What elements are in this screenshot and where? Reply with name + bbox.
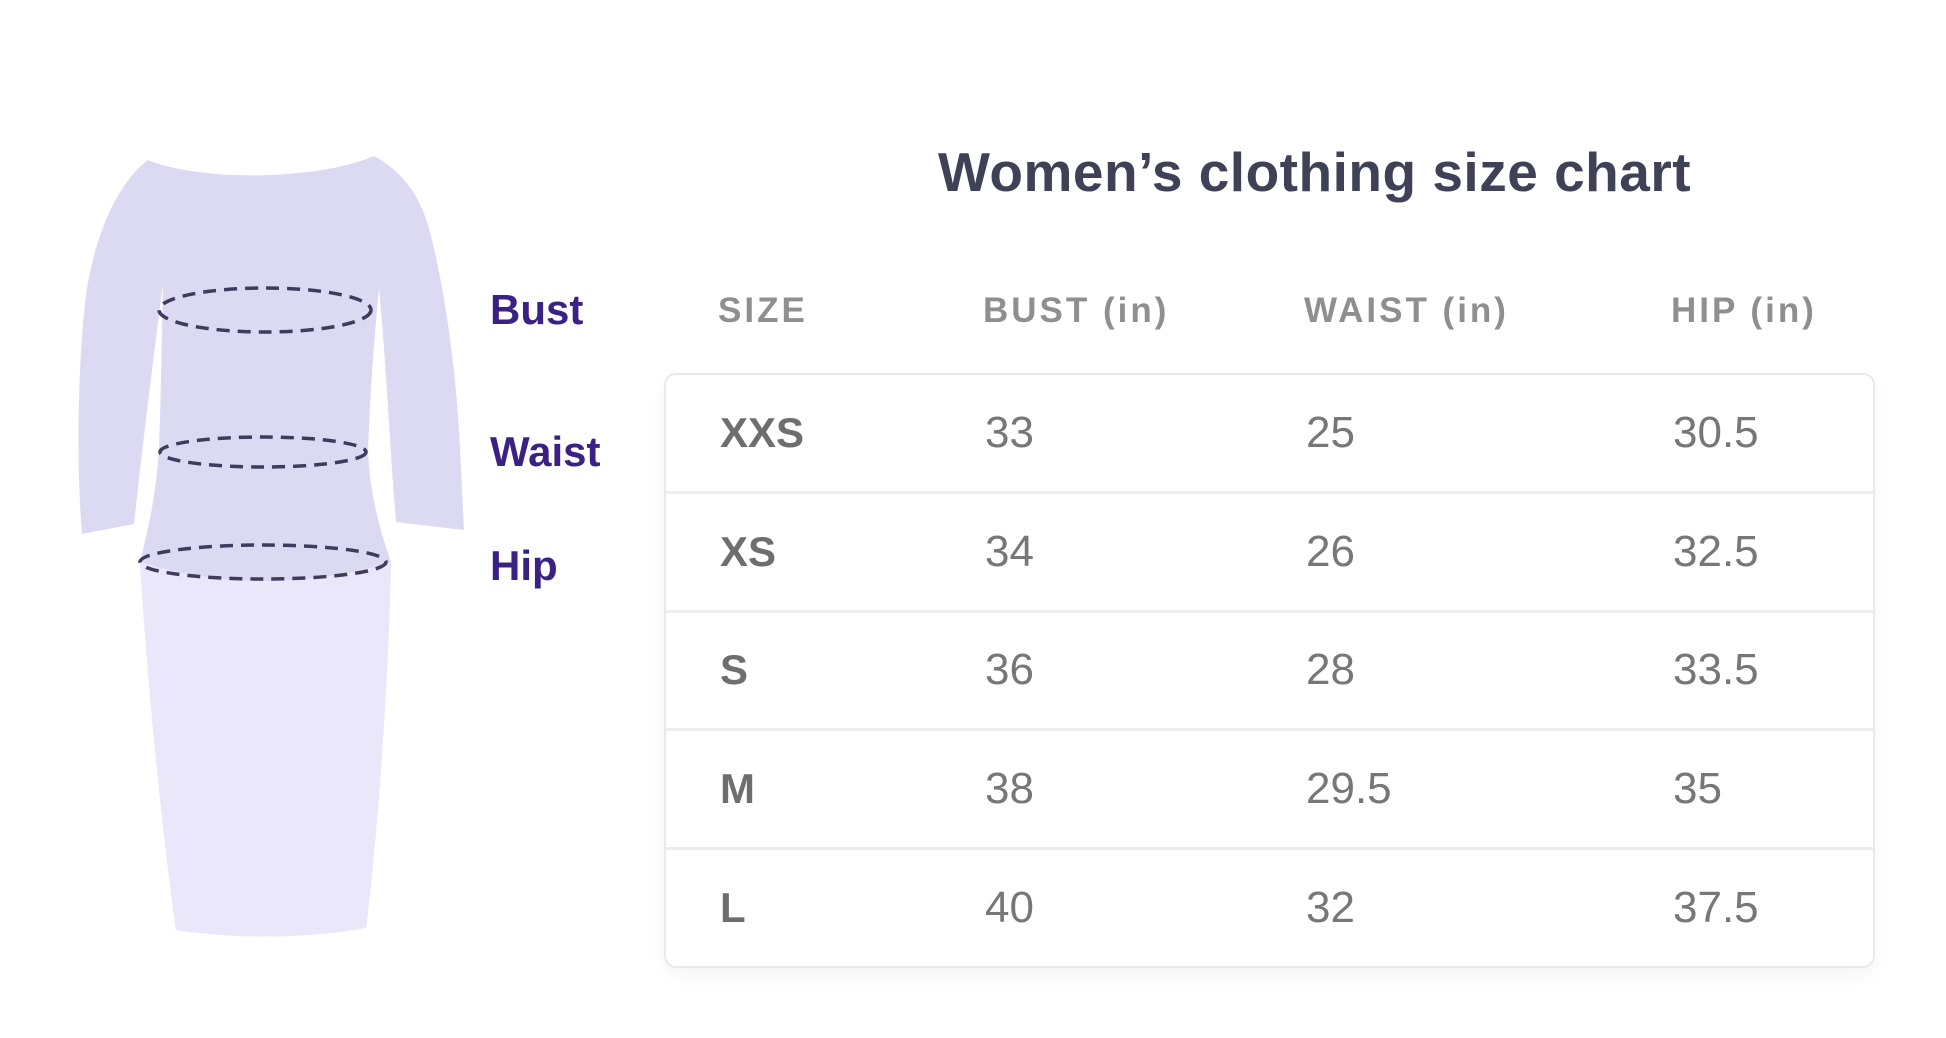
table-row: XS 34 26 32.5 <box>666 490 1873 610</box>
bust-value: 33 <box>985 407 1034 457</box>
size-value: L <box>720 884 746 932</box>
waist-value: 25 <box>1306 407 1355 457</box>
waist-value: 26 <box>1306 526 1355 576</box>
bust-measure-line <box>157 286 373 334</box>
bust-value: 38 <box>985 764 1034 814</box>
hip-value: 30.5 <box>1673 407 1759 457</box>
hip-value: 37.5 <box>1673 883 1759 933</box>
column-header-size: SIZE <box>718 291 808 330</box>
table-row: XXS 33 25 30.5 <box>666 375 1873 491</box>
size-value: S <box>720 646 749 694</box>
waist-measure-line <box>158 435 368 469</box>
waist-value: 28 <box>1306 645 1355 695</box>
column-header-bust: BUST (in) <box>983 291 1170 330</box>
size-table: XXS 33 25 30.5 XS 34 26 32.5 S 36 28 33.… <box>664 373 1875 968</box>
size-value: M <box>720 765 755 813</box>
hip-value: 33.5 <box>1673 645 1759 695</box>
hip-measure-line <box>138 543 388 581</box>
table-row: L 40 32 37.5 <box>666 847 1873 966</box>
size-value: XS <box>720 527 777 575</box>
column-header-waist: WAIST (in) <box>1304 291 1509 330</box>
dress-skirt-shape <box>140 562 391 937</box>
waist-value: 32 <box>1306 883 1355 933</box>
bust-label: Bust <box>490 286 584 333</box>
hip-value: 32.5 <box>1673 526 1759 576</box>
table-row: S 36 28 33.5 <box>666 609 1873 729</box>
bust-value: 40 <box>985 883 1034 933</box>
page-title: Women’s clothing size chart <box>938 141 1692 203</box>
bust-value: 36 <box>985 645 1034 695</box>
dress-illustration <box>78 156 464 937</box>
bust-value: 34 <box>985 526 1034 576</box>
column-header-hip: HIP (in) <box>1671 291 1817 330</box>
hip-value: 35 <box>1673 764 1722 814</box>
table-header-row: SIZE BUST (in) WAIST (in) HIP (in) <box>664 288 1875 334</box>
size-value: XXS <box>720 408 805 456</box>
waist-value: 29.5 <box>1306 764 1392 814</box>
table-row: M 38 29.5 35 <box>666 728 1873 847</box>
hip-label: Hip <box>490 542 558 589</box>
waist-label: Waist <box>490 428 601 475</box>
